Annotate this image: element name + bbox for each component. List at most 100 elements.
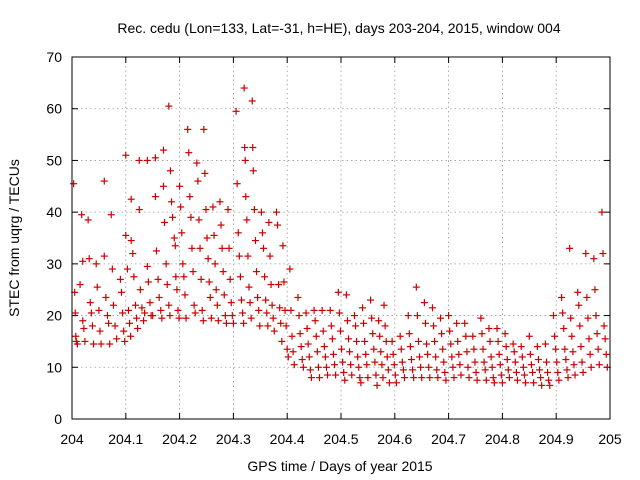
data-point	[471, 358, 479, 366]
data-point	[433, 366, 441, 374]
data-point	[392, 379, 400, 387]
data-point	[493, 325, 501, 332]
data-point	[518, 353, 526, 361]
data-point	[79, 257, 87, 265]
data-point	[417, 363, 425, 371]
data-point	[385, 379, 393, 387]
data-point	[473, 376, 481, 384]
data-point	[541, 340, 549, 348]
data-point	[428, 304, 436, 312]
data-point	[122, 151, 130, 159]
data-point	[397, 345, 405, 353]
x-tick-label: 204	[60, 431, 84, 447]
data-point	[179, 260, 187, 268]
data-point	[124, 306, 132, 314]
data-point	[339, 358, 347, 366]
data-point	[552, 345, 560, 353]
data-point	[441, 368, 449, 376]
data-point	[84, 216, 92, 224]
data-point	[311, 317, 319, 325]
data-point	[280, 278, 288, 286]
data-point	[262, 296, 270, 304]
data-point	[439, 345, 447, 353]
data-point	[281, 306, 289, 314]
data-point	[92, 260, 100, 268]
data-point	[407, 356, 415, 364]
data-point	[533, 343, 541, 351]
data-point	[185, 149, 193, 157]
data-points	[70, 84, 611, 389]
data-point	[569, 348, 577, 356]
data-point	[566, 244, 574, 252]
data-point	[303, 325, 311, 332]
data-point	[445, 312, 453, 320]
x-tick-label: 204.9	[539, 431, 574, 447]
data-point	[151, 193, 159, 201]
data-point	[135, 206, 143, 214]
data-point	[327, 322, 335, 330]
data-point	[380, 301, 388, 309]
data-point	[335, 309, 343, 317]
data-point	[240, 84, 248, 92]
data-point	[503, 356, 511, 364]
data-point	[379, 374, 387, 382]
data-point	[477, 314, 485, 322]
data-point	[375, 317, 383, 325]
data-point	[108, 265, 116, 273]
data-point	[418, 374, 426, 382]
x-tick-label: 204.6	[377, 431, 412, 447]
data-point	[350, 312, 358, 320]
data-point	[256, 322, 264, 330]
data-point	[154, 275, 162, 283]
data-point	[278, 337, 286, 345]
data-point	[513, 376, 521, 384]
data-point	[151, 154, 159, 162]
data-point	[133, 314, 141, 322]
data-point	[314, 363, 322, 371]
data-point	[222, 319, 230, 327]
data-point	[248, 97, 256, 105]
data-point	[198, 306, 206, 314]
plot-frame	[71, 56, 611, 420]
data-point	[282, 322, 290, 330]
data-point	[413, 312, 421, 320]
data-point	[73, 340, 81, 348]
data-point	[244, 252, 252, 260]
data-point	[494, 337, 502, 345]
data-point	[161, 218, 169, 226]
data-point	[194, 177, 202, 185]
data-point	[490, 379, 498, 387]
data-point	[357, 379, 365, 387]
data-point	[560, 325, 568, 332]
data-point	[551, 332, 559, 340]
data-point	[141, 309, 149, 317]
data-point	[575, 301, 583, 309]
data-point	[334, 288, 342, 296]
data-point	[80, 325, 88, 332]
data-point	[406, 343, 414, 351]
data-point	[158, 314, 166, 322]
data-point	[163, 281, 171, 289]
data-point	[162, 260, 170, 268]
data-point	[263, 309, 271, 317]
data-point	[246, 299, 254, 307]
data-point	[584, 314, 592, 322]
data-point	[239, 309, 247, 317]
data-point	[181, 291, 189, 299]
data-point	[369, 330, 377, 338]
data-point	[304, 340, 312, 348]
data-point	[86, 299, 94, 307]
data-point	[583, 293, 591, 301]
data-point	[232, 107, 240, 115]
data-point	[570, 361, 578, 369]
data-point	[400, 374, 408, 382]
data-point	[555, 376, 563, 384]
x-tick-labels: 204 204.1 204.2 204.3 204.4 204.5 204.6 204.7 20…	[60, 431, 622, 447]
y-axis-label: STEC from uqrg / TECUs	[6, 159, 22, 317]
data-point	[450, 374, 458, 382]
data-point	[553, 358, 561, 366]
data-point	[347, 361, 355, 369]
data-point	[376, 332, 384, 340]
y-tick-label: 30	[46, 256, 62, 272]
data-point	[481, 366, 489, 374]
